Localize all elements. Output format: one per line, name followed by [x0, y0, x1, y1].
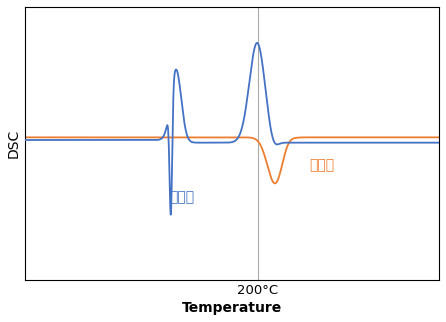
X-axis label: Temperature: Temperature	[182, 301, 282, 315]
Text: 接合前: 接合前	[169, 190, 195, 204]
Y-axis label: DSC: DSC	[7, 129, 21, 158]
Text: 接合後: 接合後	[310, 158, 335, 172]
